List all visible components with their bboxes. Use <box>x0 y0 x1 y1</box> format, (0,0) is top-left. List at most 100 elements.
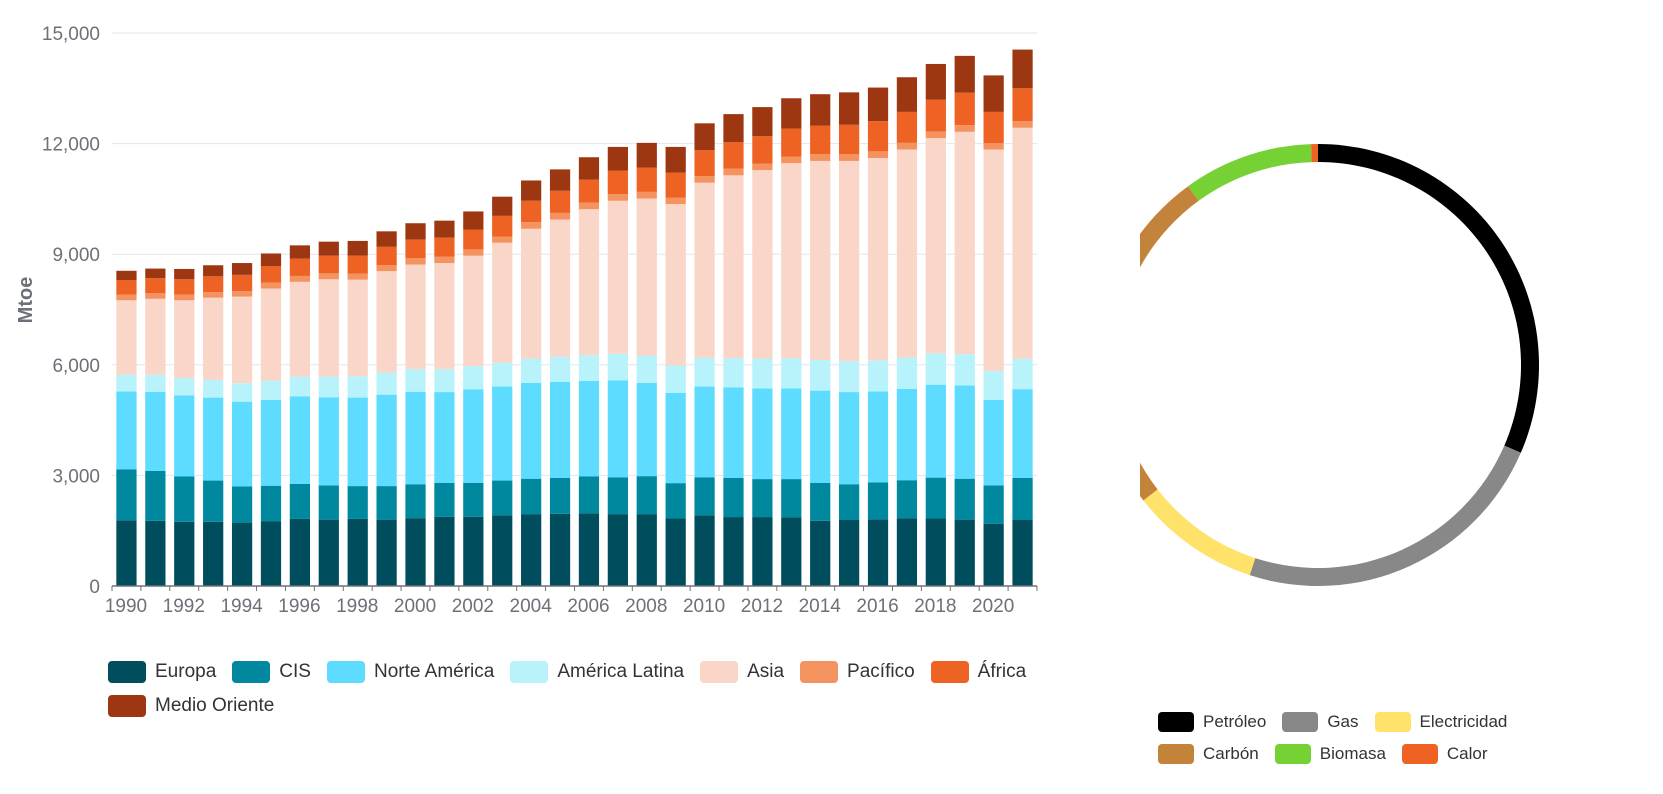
legend-item-gas[interactable]: Gas <box>1282 712 1359 732</box>
bar-segment-norte-america <box>867 391 889 483</box>
y-tick-label: 0 <box>89 577 100 598</box>
bar-segment-norte-america <box>434 392 455 483</box>
legend-item-norte-america[interactable]: Norte América <box>326 661 494 683</box>
bar-segment-cis <box>231 486 253 523</box>
bar-segment-america-latina <box>896 357 918 389</box>
bar-segment-cis <box>983 485 1004 524</box>
legend-label: Carbón <box>1203 744 1259 763</box>
bar-segment-africa <box>231 274 253 292</box>
bar-segment-pacifico <box>983 143 1004 150</box>
legend-swatch <box>1374 712 1411 732</box>
bar-segment-africa <box>636 167 657 192</box>
x-tick-label: 2016 <box>856 596 898 617</box>
bar-segment-europa <box>145 520 166 586</box>
bar-segment-cis <box>549 477 571 514</box>
bar-segment-africa <box>665 172 686 198</box>
bar-segment-medio-oriente <box>549 169 571 191</box>
x-tick-label: 2018 <box>914 596 956 617</box>
legend-item-cis[interactable]: CIS <box>232 661 311 683</box>
bar-segment-america-latina <box>289 376 311 397</box>
y-tick-label: 9,000 <box>52 245 100 266</box>
bar-segment-america-latina <box>492 362 513 387</box>
bar-segment-africa <box>925 99 946 132</box>
bar-segment-america-latina <box>376 372 397 395</box>
bar-segment-africa <box>607 170 628 195</box>
bar-segment-america-latina <box>463 366 484 390</box>
bar-segment-cis <box>810 482 831 521</box>
legend-item-asia[interactable]: Asia <box>700 661 784 683</box>
bar-segment-africa <box>838 124 860 155</box>
bar-segment-medio-oriente <box>376 231 397 247</box>
bar-segment-africa <box>405 239 426 259</box>
legend-label: Asia <box>747 661 785 682</box>
legend-swatch <box>510 661 549 683</box>
bar-segment-norte-america <box>145 391 166 471</box>
legend-label: Petróleo <box>1203 712 1267 731</box>
bar-segment-pacifico <box>781 156 802 164</box>
bar-segment-cis <box>116 469 137 521</box>
bar-segment-africa <box>896 111 918 143</box>
bar-segment-africa <box>260 265 282 283</box>
legend-item-africa[interactable]: África <box>930 661 1026 683</box>
bar-segment-medio-oriente <box>578 157 600 180</box>
legend-swatch <box>1274 744 1311 764</box>
bar-segment-medio-oriente <box>260 253 282 266</box>
bar-segment-america-latina <box>954 354 975 386</box>
bar-segment-norte-america <box>405 391 426 485</box>
bar-segment-pacifico <box>1012 121 1033 128</box>
donut-slice-carbon <box>1140 186 1199 501</box>
legend-item-biomasa[interactable]: Biomasa <box>1274 744 1386 764</box>
bar-segment-norte-america <box>665 392 686 484</box>
legend-swatch <box>1401 744 1438 764</box>
bar-segment-cis <box>781 479 802 518</box>
legend-item-calor[interactable]: Calor <box>1401 744 1488 764</box>
bar-segment-cis <box>723 477 744 518</box>
legend-label: Europa <box>155 661 217 682</box>
bar-segment-cis <box>174 476 195 522</box>
legend-item-electricidad[interactable]: Electricidad <box>1374 712 1507 732</box>
legend-item-europa[interactable]: Europa <box>108 661 216 683</box>
bar-segment-europa <box>636 514 657 586</box>
bar-segment-pacifico <box>723 168 744 176</box>
bar-segment-asia <box>549 219 571 357</box>
bar-segment-europa <box>810 520 831 586</box>
bar-segment-medio-oriente <box>810 94 831 126</box>
legend-item-medio-oriente[interactable]: Medio Oriente <box>108 695 274 717</box>
bar-segment-norte-america <box>492 386 513 481</box>
legend-item-carbon[interactable]: Carbón <box>1158 744 1259 764</box>
bar-segment-asia <box>521 228 542 359</box>
bar-segment-europa <box>376 519 397 586</box>
bar-segment-america-latina <box>521 358 542 383</box>
bar-segment-norte-america <box>1012 389 1033 478</box>
bar-segment-america-latina <box>983 371 1004 400</box>
bar-segment-america-latina <box>203 379 224 398</box>
bar-segment-america-latina <box>231 383 253 402</box>
legend-label: América Latina <box>557 661 685 682</box>
bar-segment-pacifico <box>925 131 946 139</box>
bar-segment-medio-oriente <box>463 211 484 230</box>
bar-segment-norte-america <box>260 399 282 486</box>
legend-item-america-latina[interactable]: América Latina <box>510 661 684 683</box>
bar-segment-africa <box>203 276 224 293</box>
bar-segment-europa <box>665 518 686 586</box>
bar-segment-europa <box>116 520 137 586</box>
bar-segment-medio-oriente <box>636 142 657 168</box>
legend-label: Gas <box>1327 712 1359 731</box>
bar-segment-cis <box>347 486 368 519</box>
bar-segment-asia <box>810 160 831 361</box>
bar-segment-america-latina <box>781 358 802 389</box>
bar-segment-medio-oriente <box>145 268 166 279</box>
bar-segment-europa <box>925 518 946 586</box>
legend-item-petroleo[interactable]: Petróleo <box>1158 712 1266 732</box>
bar-segment-medio-oriente <box>896 77 918 112</box>
bar-segment-medio-oriente <box>781 98 802 129</box>
bar-segment-africa <box>116 280 137 295</box>
bar-segment-pacifico <box>463 249 484 256</box>
bar-segment-asia <box>203 297 224 380</box>
legend-swatch <box>1158 712 1194 732</box>
bar-segment-cis <box>925 477 946 519</box>
legend-item-pacifico[interactable]: Pacífico <box>800 661 915 683</box>
bar-segment-medio-oriente <box>694 123 715 151</box>
bar-segment-europa <box>231 522 253 586</box>
legend-swatch <box>930 661 969 683</box>
